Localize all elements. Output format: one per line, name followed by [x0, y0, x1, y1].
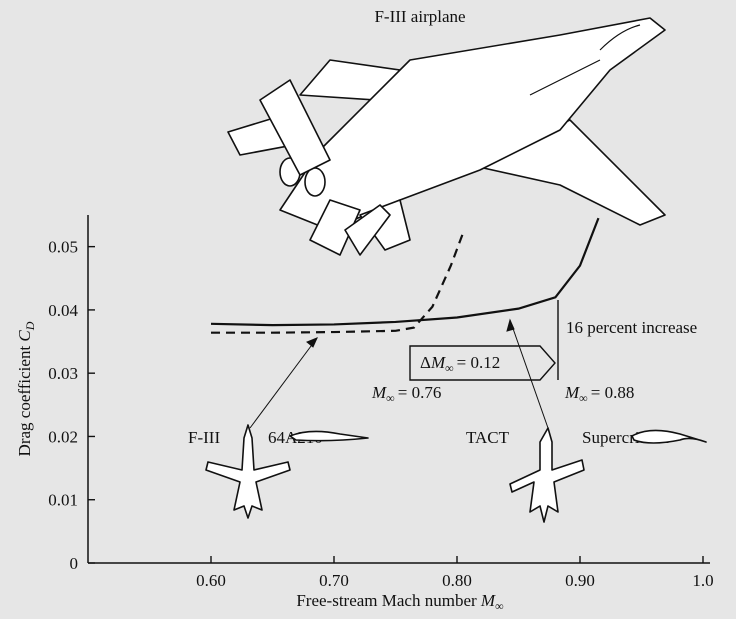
x-tick-label: 1.0	[692, 571, 713, 590]
x-label-text: Free-stream Mach number	[296, 591, 477, 610]
airplane-illustration	[227, 17, 666, 256]
y-tick-label: 0.03	[48, 364, 78, 383]
y-label-symbol: C	[15, 330, 34, 342]
x-label-subscript: ∞	[495, 599, 504, 613]
y-tick-label: 0.04	[48, 301, 78, 320]
delta-symbol: M	[430, 353, 446, 372]
x-tick-label: 0.80	[442, 571, 472, 590]
y-label-subscript: D	[23, 321, 37, 331]
delta-text: = 0.12	[457, 353, 501, 372]
mach-b-symbol: M	[564, 383, 580, 402]
y-tick-label: 0	[70, 554, 79, 573]
x-axis-label: Free-stream Mach number M∞	[296, 591, 503, 613]
plane-a-label: F-III	[188, 428, 220, 447]
mach-b-text: = 0.88	[591, 383, 635, 402]
delta-arrow	[409, 345, 556, 381]
delta-subscript: ∞	[445, 361, 454, 375]
x-label-symbol: M	[480, 591, 496, 610]
data-line	[210, 217, 600, 327]
mach-a-subscript: ∞	[386, 391, 395, 405]
mach-b-subscript: ∞	[579, 391, 588, 405]
y-tick-label: 0.02	[48, 427, 78, 446]
plane-icons	[205, 424, 707, 523]
x-tick-label: 0.90	[565, 571, 595, 590]
mach-a-symbol: M	[371, 383, 387, 402]
axes	[87, 215, 710, 564]
mach-a-text: = 0.76	[398, 383, 442, 402]
mach-a-label: M∞ = 0.76	[371, 383, 441, 405]
delta-label: ΔM∞ = 0.12	[420, 353, 500, 375]
mach-b-label: M∞ = 0.88	[564, 383, 634, 405]
x-tick-label: 0.70	[319, 571, 349, 590]
increase-label: 16 percent increase	[566, 318, 697, 337]
plane-b-label: TACT	[466, 428, 510, 447]
y-label-text: Drag coefficient	[15, 346, 34, 457]
y-tick-label: 0.01	[48, 491, 78, 510]
y-tick-label: 0.05	[48, 238, 78, 257]
chart-title: F-III airplane	[374, 7, 465, 26]
delta-prefix: Δ	[420, 353, 431, 372]
y-axis-label: Drag coefficient CD	[15, 321, 37, 456]
pointer-arrows	[249, 318, 549, 429]
x-tick-label: 0.60	[196, 571, 226, 590]
